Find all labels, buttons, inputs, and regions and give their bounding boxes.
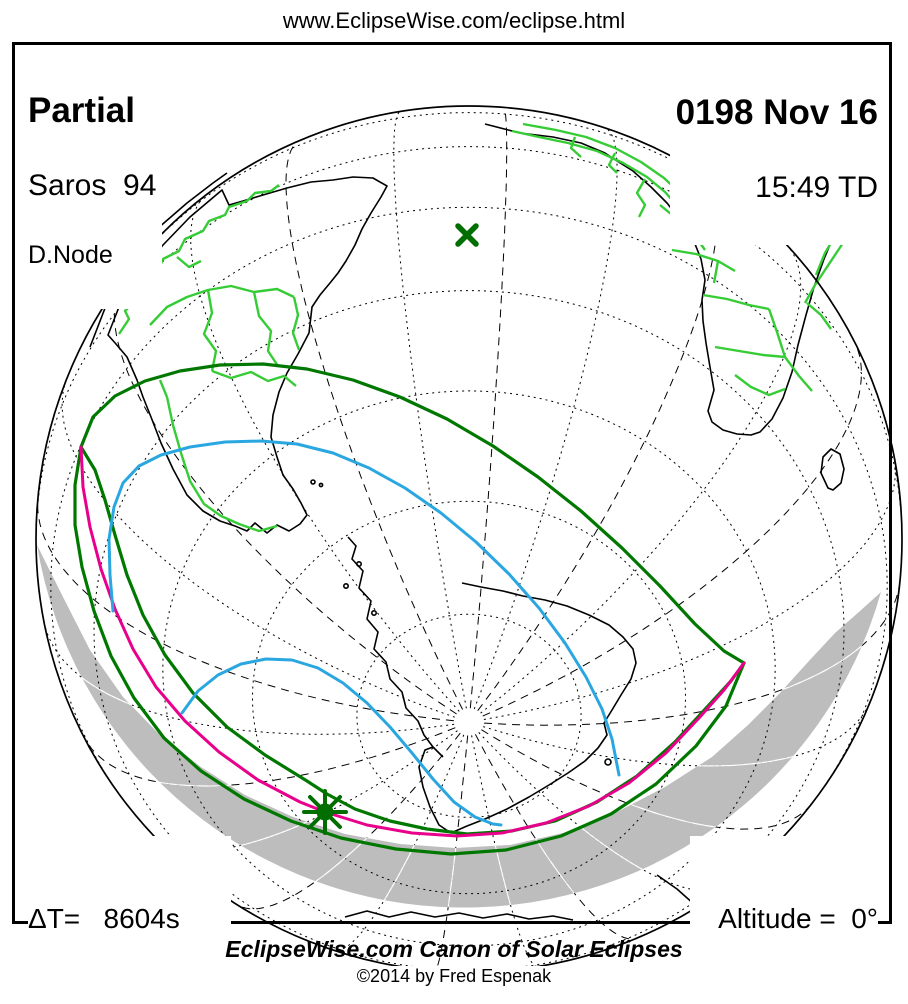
eclipse-at-sunrise-sunset-curve-lower (180, 657, 503, 827)
node-label: D.Node (28, 240, 113, 269)
delta-t-gamma-block: ΔT= 8604s Gam. = -1.0700 (28, 836, 232, 1004)
island-scott (604, 758, 612, 766)
penumbra-limit-north-curve (79, 362, 746, 665)
island-peninsula-3 (370, 609, 377, 616)
eclipse-date-block: 0198 Nov 16 15:49 TD (669, 56, 878, 245)
coast-bottom-fragment (344, 910, 574, 921)
eclipse-globe-map (35, 105, 903, 966)
eclipse-type-block: Partial Saros 94 D.Node (28, 54, 163, 309)
eclipse-time-label: 15:49 TD (755, 170, 878, 204)
greatest-eclipse-marker (302, 789, 348, 835)
gamma-label: Gam. = -1.0700 (28, 1000, 223, 1004)
subsolar-point-marker (455, 223, 479, 247)
page-title-url: www.EclipseWise.com/eclipse.html (282, 8, 626, 33)
coast-south-america (107, 176, 388, 534)
island-peninsula-1 (355, 560, 362, 567)
island-peninsula-2 (342, 582, 349, 589)
footer-title: EclipseWise.com Canon of Solar Eclipses (225, 936, 683, 962)
eclipse-date-label: 0198 Nov 16 (675, 93, 878, 133)
saros-label: Saros 94 (28, 168, 157, 202)
eclipse-at-sunrise-sunset-curve-upper (107, 439, 621, 777)
delta-t-label: ΔT= 8604s (28, 902, 180, 934)
magnitude-label: Mag. = 0.8777 (698, 1000, 878, 1004)
island-falkland-1 (310, 479, 316, 485)
globe-limb (35, 105, 903, 966)
penumbra-limit-south-outer-curve (73, 445, 746, 856)
island-falkland-2 (318, 482, 324, 488)
coast-antarctic-peninsula (347, 536, 444, 758)
footer-copyright: ©2014 by Fred Espenak (356, 966, 552, 986)
coast-madagascar (820, 448, 845, 491)
eclipse-type-label: Partial (28, 91, 135, 131)
altitude-label: Altitude = 0° (718, 902, 878, 934)
coast-antarctica (418, 582, 637, 834)
altitude-magnitude-block: Altitude = 0° Mag. = 0.8777 (690, 836, 878, 1004)
